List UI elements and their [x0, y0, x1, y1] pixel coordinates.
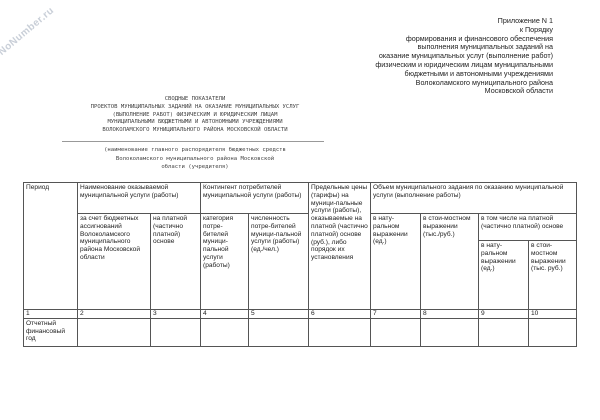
- table-row: Отчетный финансовый год: [23, 317, 577, 347]
- appendix-line: Волоколамского муниципального района: [415, 77, 553, 87]
- table-cell: [150, 317, 201, 347]
- header-prices: Предельные цены (тарифы) на муници-пальн…: [308, 182, 371, 310]
- document-title: СВОДНЫЕ ПОКАЗАТЕЛИ ПРОЕКТОВ МУНИЦИПАЛЬНЫ…: [70, 96, 320, 135]
- indicators-table: Период Наименование оказываемой муниципа…: [23, 182, 577, 347]
- header-budget: за счет бюджетных ассигнований Волоколам…: [77, 213, 151, 310]
- header-category: категория потре-бителей муници-пальной у…: [200, 213, 249, 310]
- header-paid: на платной (частично платной) основе: [150, 213, 201, 310]
- subtitle-line: Волоколамского муниципального района Мос…: [115, 155, 275, 162]
- appendix-line: Приложение N 1: [497, 16, 553, 25]
- table-cell: [370, 317, 421, 347]
- column-number: 1: [23, 309, 78, 319]
- title-line: ВОЛОКОЛАМСКОГО МУНИЦИПАЛЬНОГО РАЙОНА МОС…: [102, 127, 288, 134]
- title-line: СВОДНЫЕ ПОКАЗАТЕЛИ: [164, 96, 226, 102]
- table-cell: [528, 317, 577, 347]
- header-cost: в стои-мостном выражении (тыс./руб.): [420, 213, 479, 310]
- column-number: 10: [528, 309, 577, 319]
- table-cell: [420, 317, 479, 347]
- column-number: 7: [370, 309, 421, 319]
- subtitle-line: области (учредителя): [161, 164, 229, 170]
- header-service-name: Наименование оказываемой муниципальной у…: [77, 182, 201, 214]
- column-number: 3: [150, 309, 201, 319]
- appendix-line: Московской области: [484, 86, 553, 96]
- column-number: 5: [248, 309, 309, 319]
- appendix-header: Приложение N 1 к Порядку формирования и …: [293, 16, 553, 96]
- table-cell: [248, 317, 309, 347]
- header-volume: Объем муниципального задания по оказанию…: [370, 182, 577, 214]
- header-contingent: Контингент потребителей муниципальной ус…: [200, 182, 309, 214]
- table-cell: [478, 317, 529, 347]
- table-cell: [308, 317, 371, 347]
- column-number: 4: [200, 309, 249, 319]
- subtitle-line: (наименование главного распорядителя бюд…: [104, 147, 286, 153]
- appendix-line: физическим и юридическим лицам муниципал…: [375, 59, 553, 69]
- subtitle: (наименование главного распорядителя бюд…: [70, 146, 320, 172]
- title-line: (ВЫПОЛНЕНИЕ РАБОТ) ФИЗИЧЕСКИМ И ЮРИДИЧЕС…: [112, 111, 278, 118]
- appendix-line: оказание муниципальных услуг (выполнение…: [378, 51, 553, 61]
- watermark: NoNumber.ru: [0, 5, 57, 58]
- appendix-line: формирования и финансового обеспечения: [405, 33, 553, 43]
- column-number: 2: [77, 309, 151, 319]
- row-label: Отчетный финансовый год: [23, 317, 78, 347]
- fill-in-line: [62, 141, 324, 142]
- title-line: МУНИЦИПАЛЬНЫМИ БЮДЖЕТНЫМИ И АВТОНОМНЫМИ …: [107, 119, 283, 126]
- column-number: 8: [420, 309, 479, 319]
- title-line: ПРОЕКТОВ МУНИЦИПАЛЬНЫХ ЗАДАНИЙ НА ОКАЗАН…: [90, 103, 300, 110]
- appendix-line: к Порядку: [519, 24, 553, 34]
- header-incl-paid: в том числе на платной (частично платной…: [478, 213, 577, 241]
- appendix-line: выполнения муниципальных заданий на: [417, 42, 553, 52]
- column-number: 9: [478, 309, 529, 319]
- header-paid-natural: в нату-ральном выражении (ед.): [478, 240, 529, 310]
- header-count: численность потре-бителей муници-пальной…: [248, 213, 309, 310]
- appendix-line: бюджетными и автономными учреждениями: [404, 68, 553, 78]
- header-natural: в нату-ральном выражении (ед.): [370, 213, 421, 310]
- table-cell: [77, 317, 151, 347]
- header-period: Период: [23, 182, 78, 310]
- header-paid-cost: в стои-мостном выражении (тыс. руб.): [528, 240, 577, 310]
- column-number: 6: [308, 309, 371, 319]
- table-cell: [200, 317, 249, 347]
